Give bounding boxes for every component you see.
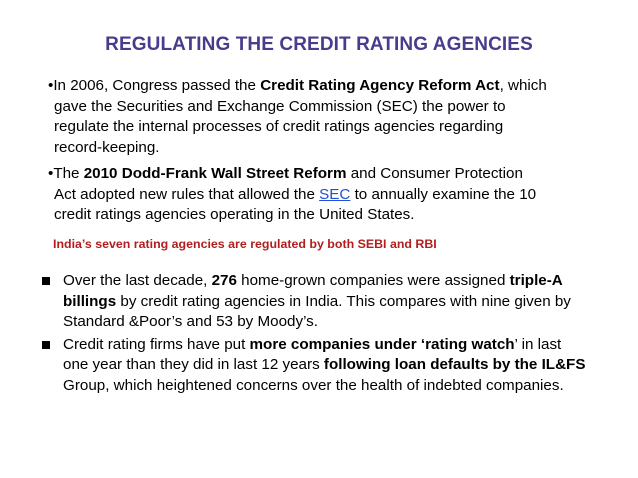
para2-text: to annually examine the 10 (350, 185, 537, 203)
bullet1-line3: Standard &Poor’s and 53 by Moody’s. (63, 313, 318, 331)
dodd-frank-name: 2010 Dodd-Frank Wall Street Reform (83, 165, 347, 182)
para2-line2: Act adopted new rules that allowed the S… (48, 185, 588, 206)
act-name: Credit Rating Agency Reform Act (260, 77, 500, 94)
bullet-list: Over the last decade, 276 home-grown com… (40, 271, 620, 399)
para1-line1: •In 2006, Congress passed the Credit Rat… (48, 76, 588, 97)
para2-text: and Consumer Protection (346, 165, 523, 182)
sec-link[interactable]: SEC (319, 185, 351, 203)
triple-a-text: triple-A (509, 272, 563, 289)
para2-text: •The (48, 165, 84, 182)
bullet1-line2: billings by credit rating agencies in In… (63, 292, 620, 313)
para1-line3: regulate the internal processes of credi… (54, 118, 504, 135)
square-bullet-icon (42, 277, 50, 285)
para2-text: Act adopted new rules that allowed the (54, 185, 320, 203)
bullet2-line2: one year than they did in last 12 years … (63, 355, 620, 376)
bullet1-text: by credit rating agencies in India. This… (116, 292, 571, 310)
para1-line2: gave the Securities and Exchange Commiss… (54, 97, 506, 115)
bullet2-line1: Credit rating firms have put more compan… (63, 335, 620, 356)
para2-line1: •The 2010 Dodd-Frank Wall Street Reform … (48, 164, 588, 185)
india-agencies-note: India’s seven rating agencies are regula… (53, 237, 437, 251)
bullet2-line3: Group, which heightened concerns over th… (63, 376, 564, 394)
bullet-item-rating-watch: Credit rating firms have put more compan… (40, 335, 620, 397)
count-276: 276 (211, 272, 237, 289)
para1-text: , which (499, 77, 547, 94)
bullet1-line1: Over the last decade, 276 home-grown com… (63, 271, 620, 292)
para1-text: •In 2006, Congress passed the (48, 77, 261, 94)
bullet1-text: home-grown companies were assigned (236, 272, 510, 289)
bullet2-text: ’ in last (514, 335, 562, 353)
bullet-item-triple-a: Over the last decade, 276 home-grown com… (40, 271, 620, 333)
bullet1-text: Over the last decade, (63, 272, 212, 289)
para2-line3: credit ratings agencies operating in the… (54, 206, 415, 223)
paragraph-2006-act: •In 2006, Congress passed the Credit Rat… (48, 76, 588, 158)
paragraph-dodd-frank: •The 2010 Dodd-Frank Wall Street Reform … (48, 164, 588, 226)
billings-text: billings (63, 292, 117, 310)
bullet2-text: one year than they did in last 12 years (63, 356, 324, 374)
ilfs-default-text: following loan defaults by the IL&FS (323, 356, 586, 374)
bullet2-text: Credit rating firms have put (63, 335, 250, 353)
square-bullet-icon (42, 340, 50, 349)
rating-watch-text: more companies under ‘rating watch (249, 335, 515, 353)
para1-line4: record-keeping. (54, 138, 160, 156)
slide-title: REGULATING THE CREDIT RATING AGENCIES (105, 34, 533, 55)
